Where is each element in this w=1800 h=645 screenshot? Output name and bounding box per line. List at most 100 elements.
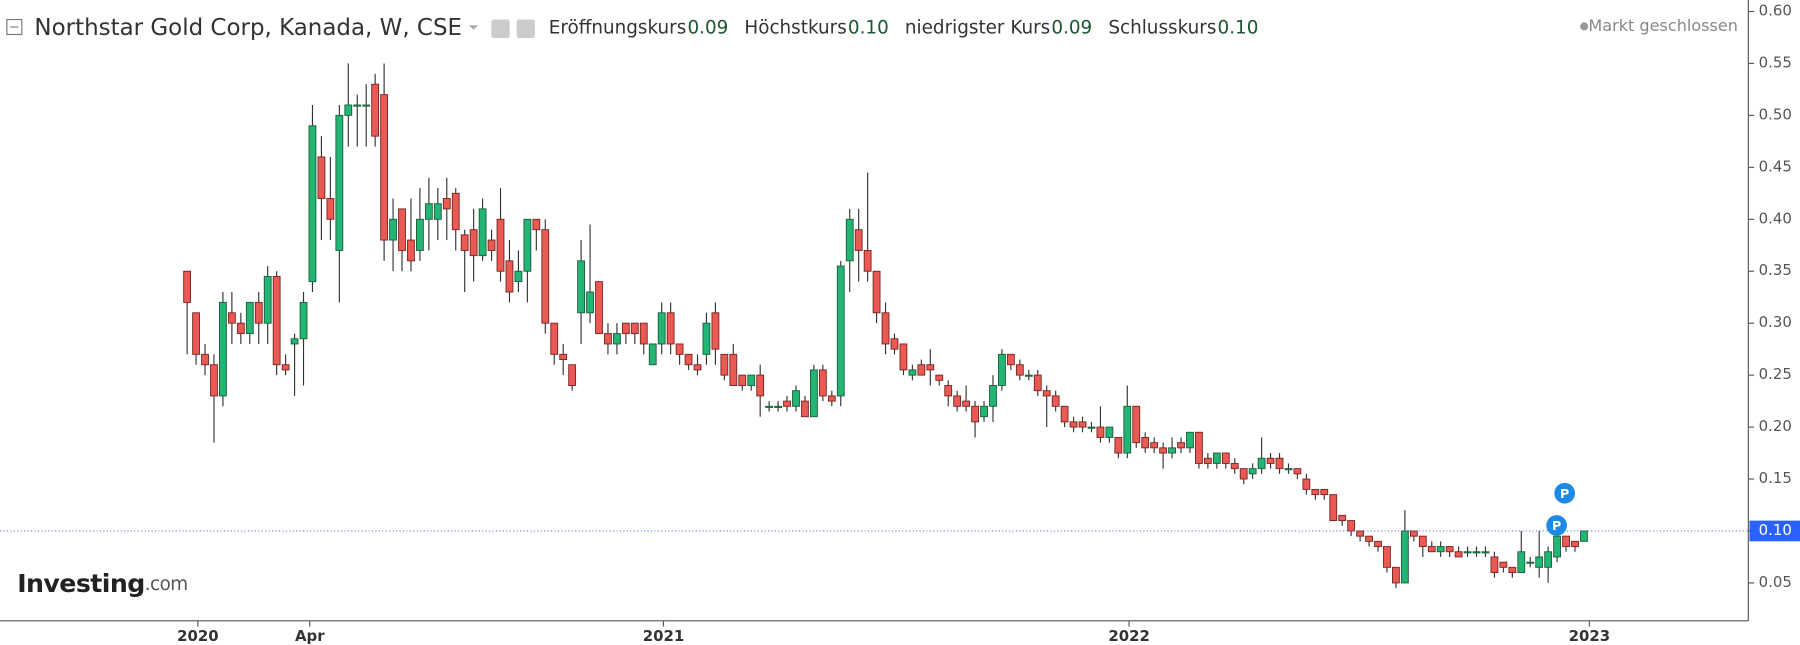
candle-body (657, 312, 666, 345)
candle-body (389, 218, 397, 241)
candle-body (899, 343, 908, 371)
candle-body (335, 114, 344, 251)
candle-body (1159, 447, 1168, 454)
candle-body (953, 395, 962, 407)
candle-body (1562, 535, 1570, 548)
candle-body (1078, 421, 1087, 428)
x-tick-label: 2022 (1108, 627, 1149, 645)
candle-body (783, 400, 791, 407)
ohlc-name: niedrigster Kurs (905, 18, 1050, 39)
candle-body (1248, 468, 1257, 475)
candle-body (1221, 452, 1230, 464)
candle-body (1329, 494, 1338, 522)
logo-main: Investing (17, 569, 145, 598)
candle-body (1069, 421, 1078, 428)
candle-body (290, 338, 299, 345)
y-tick-label: 0.55 (1759, 53, 1792, 71)
candle-body (1141, 437, 1150, 449)
candle-body (962, 400, 971, 407)
candle-body (210, 364, 218, 397)
candle-body (1212, 452, 1221, 464)
ohlc-value: 0.10 (1218, 18, 1259, 39)
candle-body (559, 353, 568, 361)
candle-body (1445, 546, 1454, 553)
candle-body (407, 239, 415, 262)
candle-body (487, 239, 496, 251)
candle-body (792, 390, 800, 407)
candle-body (836, 265, 845, 397)
candle-body (648, 343, 657, 366)
dropdown-icon (468, 25, 479, 30)
candle-body (1123, 405, 1132, 454)
ohlc-name: Höchstkurs (744, 18, 846, 39)
y-tick-label: 0.30 (1759, 313, 1792, 331)
candle-body (890, 338, 899, 350)
candle-body (1024, 374, 1033, 377)
candle-body (344, 104, 353, 116)
candle-body (1508, 566, 1517, 573)
candle-body (398, 208, 406, 251)
candle-body (827, 395, 836, 402)
candle-body (451, 192, 460, 231)
candle-body (1132, 405, 1141, 444)
candle-body (980, 405, 988, 418)
candle-body (1383, 546, 1391, 568)
ohlc-value: 0.09 (1051, 18, 1092, 39)
candle-body (1177, 442, 1185, 449)
last-price-label: 0.10 (1759, 521, 1792, 539)
candle-body (1114, 437, 1123, 454)
candle-body (1060, 405, 1069, 423)
ohlc-name: Eröffnungskurs (549, 18, 687, 39)
annotation-label: P (1552, 518, 1561, 533)
annotation-label: P (1560, 486, 1569, 501)
candle-body (505, 260, 514, 293)
candle-body (1186, 431, 1194, 449)
y-tick-label: 0.50 (1759, 105, 1792, 123)
annotation-marker (1554, 482, 1575, 504)
candle-body (639, 322, 648, 345)
candle-body (371, 83, 380, 137)
candle-body (1356, 530, 1365, 537)
candle-body (810, 369, 818, 418)
candle-body (353, 104, 362, 107)
candle-body (424, 203, 433, 220)
candle-body (281, 364, 290, 371)
status-dot (1580, 22, 1589, 31)
candle-body (1266, 457, 1275, 464)
candle-body (693, 364, 702, 371)
market-status: Markt geschlossen (1588, 16, 1738, 35)
candle-body (236, 322, 245, 335)
x-tick-label: 2023 (1569, 627, 1610, 645)
candle-body (219, 301, 227, 397)
candle-body (926, 364, 935, 371)
candle-body (586, 291, 594, 314)
candle-body (989, 385, 997, 407)
candle-body (523, 218, 532, 272)
candle-body (747, 374, 756, 386)
candle-body (854, 229, 863, 251)
candle-body (201, 353, 209, 366)
y-tick-label: 0.60 (1759, 1, 1792, 19)
candle-body (568, 364, 577, 386)
candle-body (1105, 426, 1114, 438)
candle-body (935, 374, 944, 381)
y-tick-label: 0.45 (1759, 157, 1792, 175)
y-tick-label: 0.25 (1759, 365, 1792, 383)
candle-body (1338, 514, 1347, 522)
candle-body (1302, 478, 1311, 490)
candle-body (595, 281, 603, 335)
candle-body (227, 312, 236, 324)
candle-body (1553, 535, 1561, 558)
candle-body (1400, 530, 1409, 584)
candle-body (1257, 457, 1266, 470)
ohlc-name: Schlusskurs (1108, 18, 1216, 39)
candle-body (917, 364, 926, 376)
candle-body (362, 104, 371, 107)
candle-body (442, 198, 451, 210)
candle-body (1436, 546, 1445, 553)
candle-body (801, 400, 809, 418)
annotation-marker (1546, 515, 1567, 536)
candle-body (1239, 468, 1248, 480)
candle-body (514, 270, 523, 283)
candle-body (299, 301, 308, 340)
